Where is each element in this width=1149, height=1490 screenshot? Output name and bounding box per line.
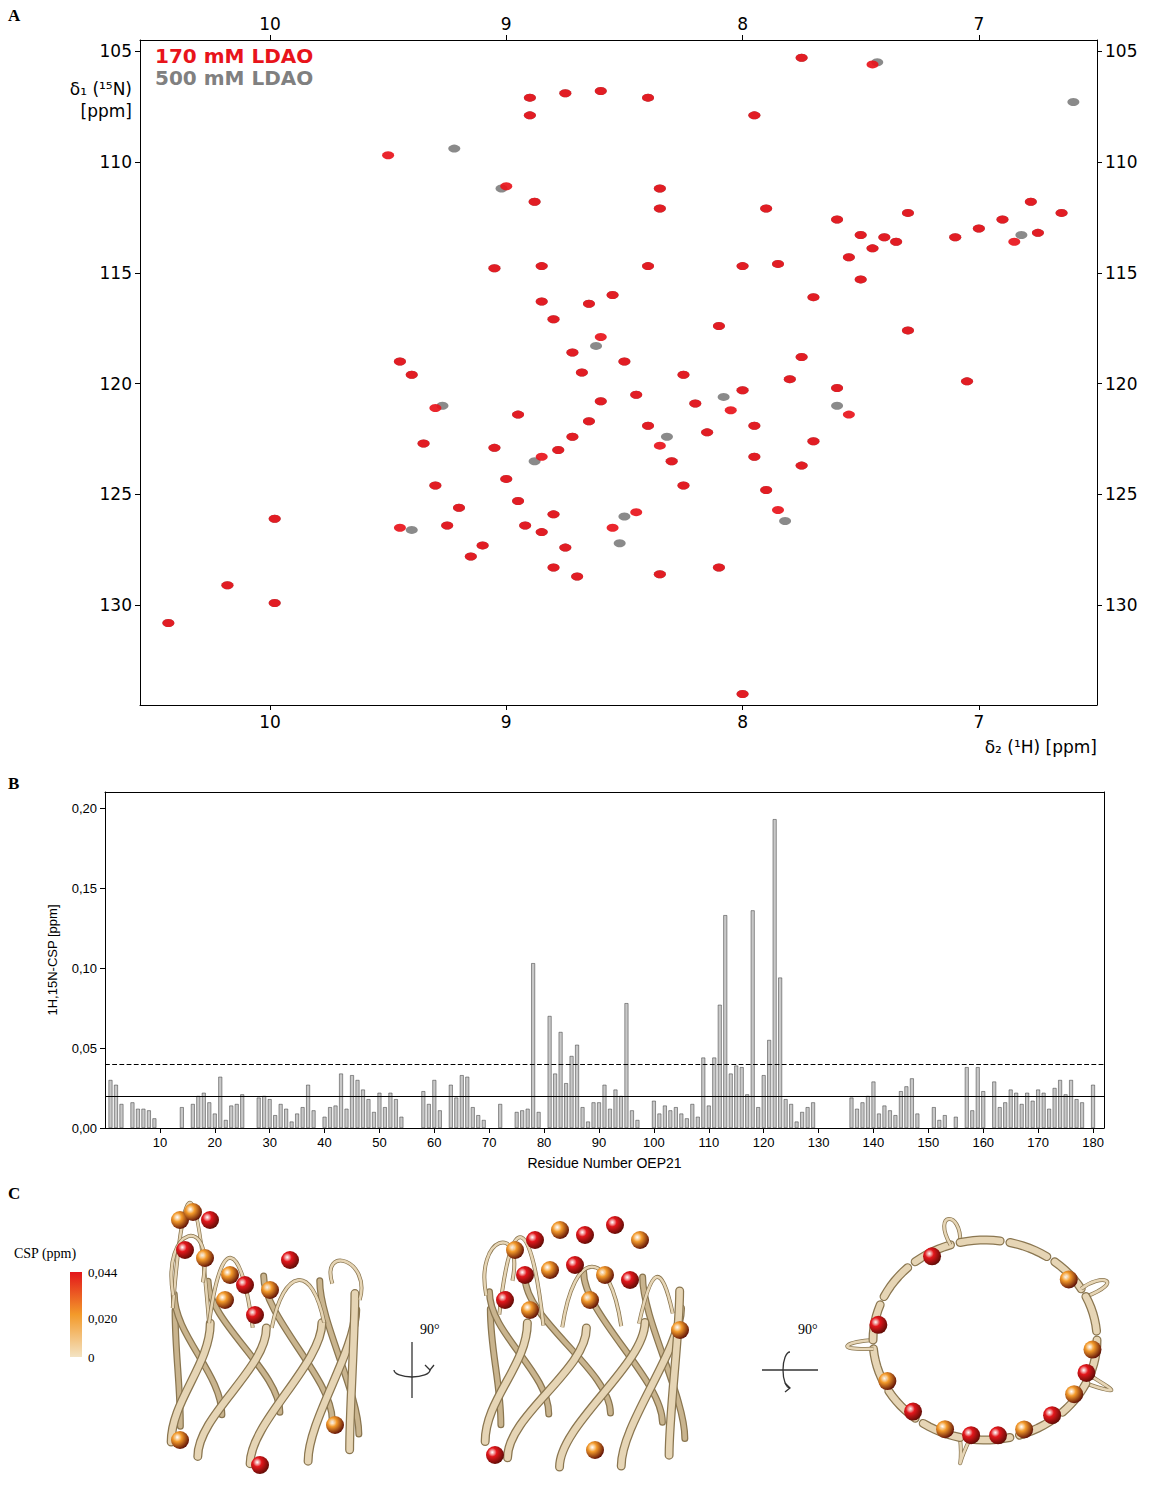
svg-text:180: 180 — [1082, 1135, 1104, 1150]
svg-text:8: 8 — [737, 14, 748, 34]
svg-text:0,10: 0,10 — [72, 961, 97, 976]
svg-text:9: 9 — [501, 14, 512, 34]
svg-text:170 mM LDAO: 170 mM LDAO — [155, 44, 313, 68]
svg-text:10: 10 — [259, 712, 281, 732]
svg-text:125: 125 — [1105, 484, 1137, 504]
svg-text:0,00: 0,00 — [72, 1121, 97, 1136]
svg-text:8: 8 — [737, 712, 748, 732]
svg-text:150: 150 — [918, 1135, 940, 1150]
svg-text:115: 115 — [1105, 263, 1137, 283]
svg-text:90°: 90° — [420, 1322, 440, 1337]
svg-text:0: 0 — [88, 1350, 95, 1365]
svg-text:50: 50 — [372, 1135, 386, 1150]
svg-text:110: 110 — [1105, 152, 1137, 172]
svg-text:125: 125 — [100, 484, 132, 504]
svg-text:160: 160 — [972, 1135, 994, 1150]
svg-text:0,05: 0,05 — [72, 1041, 97, 1056]
svg-text:δ₂ (¹H) [ppm]: δ₂ (¹H) [ppm] — [985, 737, 1097, 757]
svg-text:10: 10 — [259, 14, 281, 34]
svg-text:δ₁ (¹⁵N): δ₁ (¹⁵N) — [70, 79, 132, 99]
svg-text:10: 10 — [153, 1135, 167, 1150]
svg-text:80: 80 — [537, 1135, 551, 1150]
svg-text:9: 9 — [501, 712, 512, 732]
svg-text:90: 90 — [592, 1135, 606, 1150]
svg-text:[ppm]: [ppm] — [81, 101, 132, 121]
svg-text:CSP (ppm): CSP (ppm) — [14, 1246, 76, 1262]
svg-text:120: 120 — [753, 1135, 775, 1150]
svg-text:40: 40 — [317, 1135, 331, 1150]
svg-text:120: 120 — [100, 374, 132, 394]
svg-text:30: 30 — [262, 1135, 276, 1150]
svg-text:115: 115 — [100, 263, 132, 283]
svg-text:130: 130 — [1105, 595, 1137, 615]
svg-text:110: 110 — [100, 152, 132, 172]
svg-text:100: 100 — [643, 1135, 665, 1150]
svg-text:110: 110 — [698, 1135, 719, 1150]
svg-text:0,15: 0,15 — [72, 881, 97, 896]
svg-text:90°: 90° — [798, 1322, 818, 1337]
svg-text:20: 20 — [208, 1135, 222, 1150]
svg-text:0,020: 0,020 — [88, 1311, 117, 1326]
svg-text:500 mM LDAO: 500 mM LDAO — [155, 66, 313, 90]
svg-text:7: 7 — [973, 14, 984, 34]
svg-text:0,044: 0,044 — [88, 1265, 118, 1280]
svg-text:7: 7 — [973, 712, 984, 732]
svg-text:105: 105 — [100, 41, 132, 61]
html-text:C: C — [8, 1184, 21, 1203]
svg-text:60: 60 — [427, 1135, 441, 1150]
svg-text:120: 120 — [1105, 374, 1137, 394]
html-text:B: B — [8, 774, 20, 793]
svg-text:130: 130 — [808, 1135, 830, 1150]
svg-text:1H,15N-CSP [ppm]: 1H,15N-CSP [ppm] — [45, 904, 60, 1015]
svg-text:0,20: 0,20 — [72, 801, 97, 816]
svg-text:170: 170 — [1027, 1135, 1049, 1150]
html-text:A: A — [8, 6, 21, 25]
svg-text:130: 130 — [100, 595, 132, 615]
svg-text:140: 140 — [863, 1135, 885, 1150]
svg-text:Residue Number OEP21: Residue Number OEP21 — [527, 1155, 681, 1171]
svg-text:105: 105 — [1105, 41, 1137, 61]
svg-text:70: 70 — [482, 1135, 496, 1150]
